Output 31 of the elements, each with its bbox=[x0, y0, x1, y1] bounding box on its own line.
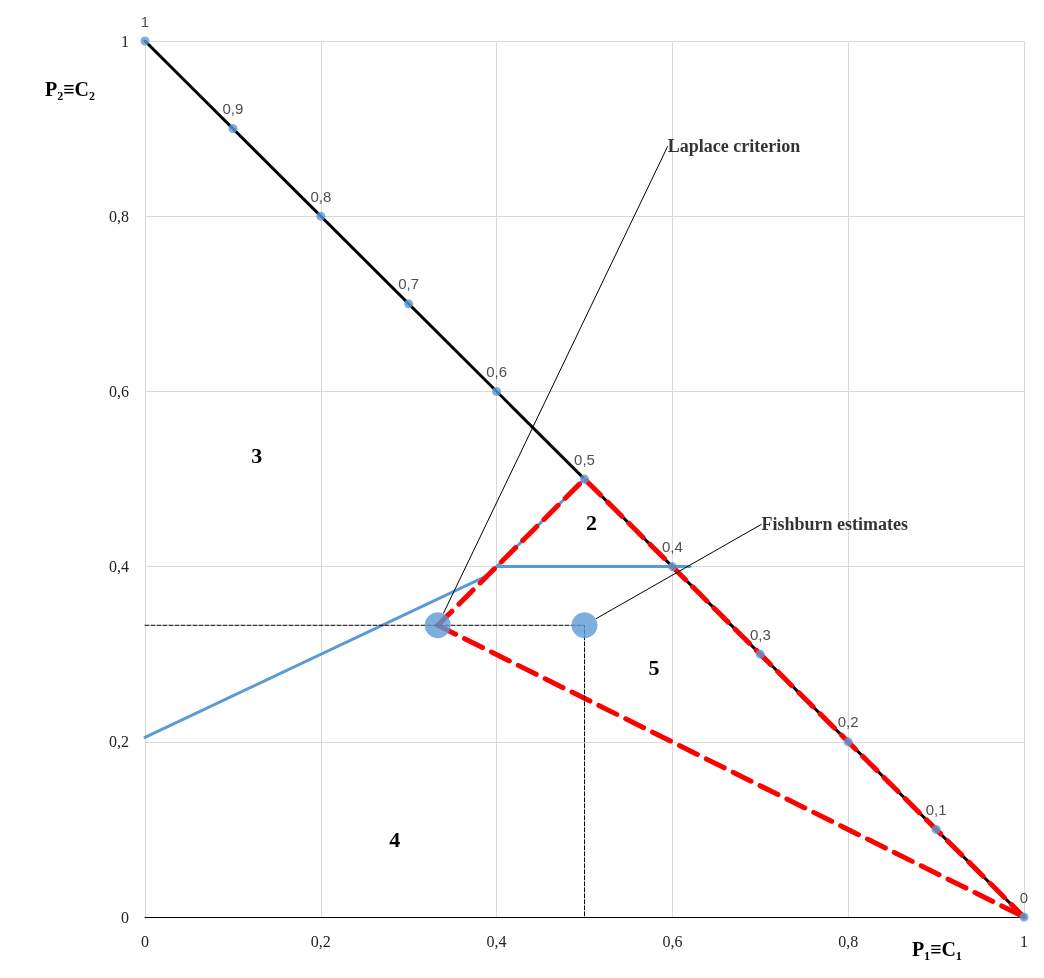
data-label: 0,7 bbox=[398, 275, 420, 293]
x-tick-label: 0,2 bbox=[310, 932, 331, 950]
text: Laplace criterion bbox=[667, 136, 801, 157]
data-label: 0,8 bbox=[310, 187, 332, 205]
annotation: 2 bbox=[586, 510, 598, 536]
x-tick-label: 0,8 bbox=[838, 932, 859, 950]
data-label: 0,1 bbox=[925, 800, 947, 818]
annotation: 4 bbox=[389, 827, 401, 853]
y-tick-label: 0 bbox=[121, 908, 129, 926]
data-label: 1 bbox=[140, 12, 150, 30]
text: Fishburn estimates bbox=[761, 514, 909, 535]
data-label: 0,6 bbox=[486, 362, 508, 380]
x-tick-label: 1 bbox=[1020, 932, 1028, 950]
x-tick-label: 0 bbox=[141, 932, 149, 950]
x-tick-label: 0,6 bbox=[662, 932, 683, 950]
x-tick-label: 0,4 bbox=[486, 932, 507, 950]
data-label: 0 bbox=[1019, 888, 1029, 906]
y-axis-title: P₂≡C₂ bbox=[44, 78, 96, 100]
y-tick-label: 0,4 bbox=[109, 558, 129, 576]
y-tick-label: 0,6 bbox=[109, 382, 129, 400]
y-tick-label: 0,2 bbox=[109, 733, 129, 751]
data-label: 0,9 bbox=[222, 100, 244, 118]
data-label: 0,3 bbox=[749, 625, 771, 643]
y-tick-label: 0,8 bbox=[109, 207, 129, 225]
data-label: 0,2 bbox=[837, 713, 859, 731]
x-axis-title: P₁≡C₁ bbox=[912, 938, 963, 960]
data-label: 0,5 bbox=[574, 450, 595, 468]
annotation: 5 bbox=[648, 654, 660, 680]
y-tick-label: 1 bbox=[121, 32, 129, 50]
annotation: 3 bbox=[251, 442, 263, 468]
data-label: 0,4 bbox=[661, 538, 683, 556]
